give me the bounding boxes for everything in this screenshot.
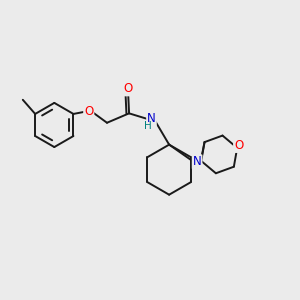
Text: O: O <box>84 105 93 118</box>
Text: H: H <box>144 121 152 131</box>
Text: N: N <box>147 112 156 125</box>
Text: N: N <box>193 155 202 168</box>
Text: O: O <box>124 82 133 95</box>
Text: O: O <box>234 139 243 152</box>
